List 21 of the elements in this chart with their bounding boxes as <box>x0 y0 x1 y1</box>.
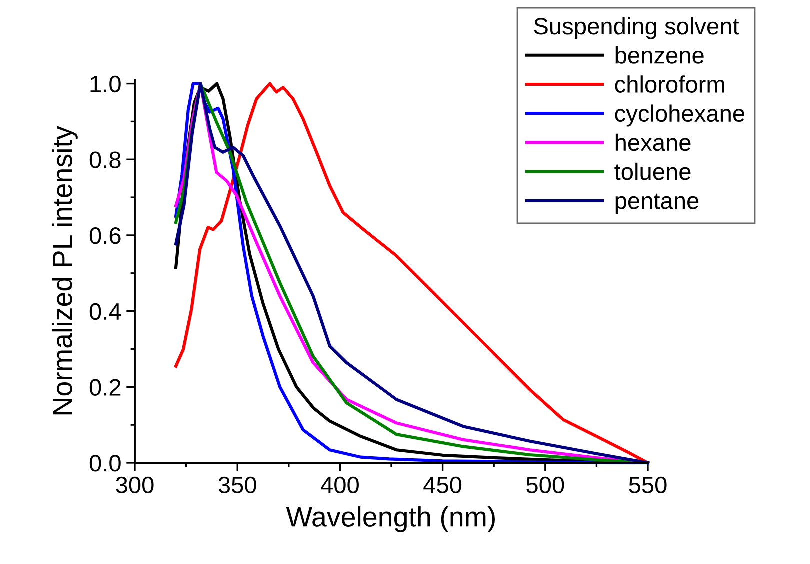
x-tick-label: 500 <box>526 476 564 494</box>
x-tick-label: 450 <box>424 476 462 494</box>
y-tick-label: 1.0 <box>90 76 121 93</box>
x-axis-title: Wavelength (nm) <box>286 506 496 532</box>
legend-label: chloroform <box>615 76 724 93</box>
legend-label: pentane <box>616 194 699 214</box>
x-tick-label: 550 <box>629 476 667 494</box>
y-tick-label: 0.4 <box>90 303 122 320</box>
legend-label: toluene <box>614 162 691 180</box>
x-tick-label: 350 <box>218 476 256 494</box>
x-tick-label: 400 <box>321 476 359 494</box>
y-axis-title: Normalized PL intensity <box>52 126 78 415</box>
legend-label: benzene <box>616 46 704 64</box>
x-tick-label: 300 <box>116 476 154 494</box>
y-tick-label: 0.2 <box>90 379 121 396</box>
y-tick-label: 0.6 <box>90 228 121 244</box>
y-tick-label: 0.8 <box>90 152 121 168</box>
y-tick-label: 0.0 <box>90 455 121 472</box>
legend-title: Suspending solvent <box>534 17 740 40</box>
legend-label: cyclohexane <box>615 104 745 127</box>
legend-label: hexane <box>616 134 691 152</box>
